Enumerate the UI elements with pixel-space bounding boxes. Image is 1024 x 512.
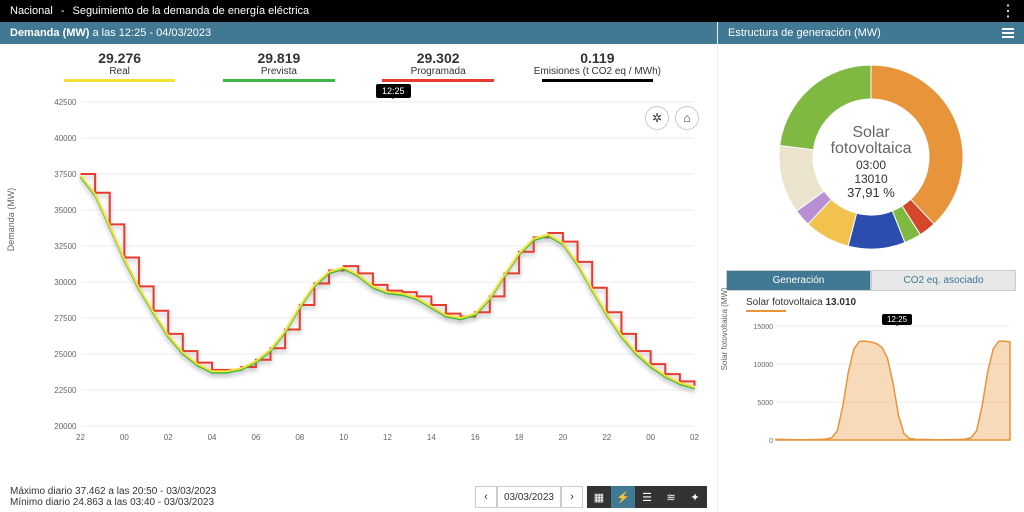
tool-chart[interactable]: ⚡ bbox=[611, 486, 635, 508]
left-panel: Demanda (MW) a las 12:25 - 04/03/2023 29… bbox=[0, 22, 718, 512]
tool-map[interactable]: ✦ bbox=[683, 486, 707, 508]
topbar-nacional[interactable]: Nacional bbox=[10, 5, 53, 17]
legend-item[interactable]: 29.819Prevista bbox=[199, 50, 358, 82]
svg-text:10: 10 bbox=[339, 433, 348, 442]
svg-text:08: 08 bbox=[295, 433, 304, 442]
svg-text:fotovoltaica: fotovoltaica bbox=[831, 140, 912, 157]
svg-text:40000: 40000 bbox=[54, 134, 77, 143]
date-next[interactable]: › bbox=[561, 486, 583, 508]
demand-header: Demanda (MW) a las 12:25 - 04/03/2023 bbox=[0, 22, 717, 44]
svg-text:03:00: 03:00 bbox=[856, 158, 886, 172]
svg-text:37500: 37500 bbox=[54, 170, 77, 179]
min-daily: Mínimo diario 24.863 a las 03:40 - 03/03… bbox=[10, 497, 216, 508]
svg-text:02: 02 bbox=[164, 433, 173, 442]
svg-text:02: 02 bbox=[690, 433, 699, 442]
tab-generacion[interactable]: Generación bbox=[726, 270, 871, 291]
tabs: Generación CO2 eq. asociado bbox=[726, 270, 1016, 291]
svg-text:25000: 25000 bbox=[54, 350, 77, 359]
svg-text:18: 18 bbox=[515, 433, 524, 442]
svg-text:14: 14 bbox=[427, 433, 436, 442]
donut-wrap: Solarfotovoltaica03:001301037,91 % bbox=[718, 44, 1024, 266]
svg-text:22: 22 bbox=[602, 433, 611, 442]
svg-text:35000: 35000 bbox=[54, 206, 77, 215]
tool-table[interactable]: ☰ bbox=[635, 486, 659, 508]
topbar-sep: - bbox=[61, 5, 65, 17]
max-daily: Máximo diario 37.462 a las 20:50 - 03/03… bbox=[10, 486, 216, 497]
svg-text:5000: 5000 bbox=[757, 400, 773, 407]
mini-ylabel: Solar fotovoltaica (MW) bbox=[720, 287, 729, 370]
bottom-info: Máximo diario 37.462 a las 20:50 - 03/03… bbox=[0, 484, 717, 512]
mini-time-badge: 12:25 bbox=[882, 314, 912, 325]
main-ylabel: Demanda (MW) bbox=[6, 188, 16, 252]
date-box[interactable]: 03/03/2023 bbox=[497, 486, 561, 508]
wind-icon[interactable]: ✲ bbox=[645, 106, 669, 130]
svg-text:12: 12 bbox=[383, 433, 392, 442]
svg-text:06: 06 bbox=[251, 433, 260, 442]
mini-chart-wrap: 12:25 Solar fotovoltaica (MW) 0500010000… bbox=[718, 312, 1024, 512]
svg-text:04: 04 bbox=[208, 433, 217, 442]
more-icon[interactable]: ⋮ bbox=[1000, 1, 1014, 21]
svg-text:20000: 20000 bbox=[54, 422, 77, 431]
svg-text:30000: 30000 bbox=[54, 278, 77, 287]
demand-header-bold: Demanda (MW) bbox=[10, 27, 89, 39]
legend-row: 29.276Real29.819Prevista29.302Programada… bbox=[0, 44, 717, 82]
time-badge: 12:25 bbox=[376, 84, 411, 98]
date-prev[interactable]: ‹ bbox=[475, 486, 497, 508]
mini-legend-value: 13.010 bbox=[826, 297, 857, 308]
donut-chart[interactable]: Solarfotovoltaica03:001301037,91 % bbox=[766, 52, 976, 262]
tab-co2[interactable]: CO2 eq. asociado bbox=[871, 270, 1016, 291]
structure-header: Estructura de generación (MW) bbox=[718, 22, 1024, 44]
svg-text:27500: 27500 bbox=[54, 314, 77, 323]
mini-chart: 0 5000 10000 15000 bbox=[746, 312, 1016, 452]
svg-text:0: 0 bbox=[769, 438, 773, 445]
demand-header-rest: a las 12:25 - 04/03/2023 bbox=[89, 27, 211, 39]
svg-text:00: 00 bbox=[646, 433, 655, 442]
list-icon[interactable] bbox=[1002, 26, 1014, 40]
svg-text:32500: 32500 bbox=[54, 242, 77, 251]
svg-text:00: 00 bbox=[120, 433, 129, 442]
svg-text:16: 16 bbox=[471, 433, 480, 442]
svg-text:37,91 %: 37,91 % bbox=[847, 185, 895, 200]
topbar: Nacional - Seguimiento de la demanda de … bbox=[0, 0, 1024, 22]
tool-layers[interactable]: ≋ bbox=[659, 486, 683, 508]
right-panel: Estructura de generación (MW) Solarfotov… bbox=[718, 22, 1024, 512]
topbar-title: Seguimiento de la demanda de energía elé… bbox=[72, 5, 309, 17]
main-chart: 20000 22500 25000 27500 30000 32500 35000 37500… bbox=[40, 86, 709, 446]
svg-text:22500: 22500 bbox=[54, 386, 77, 395]
svg-text:22: 22 bbox=[76, 433, 85, 442]
svg-text:42500: 42500 bbox=[54, 98, 77, 107]
main-chart-wrap: 12:25 ✲ ⌂ Demanda (MW) 20000 22500 25000 27… bbox=[0, 82, 717, 484]
structure-title: Estructura de generación (MW) bbox=[728, 27, 881, 39]
tool-calendar[interactable]: ▦ bbox=[587, 486, 611, 508]
svg-text:Solar: Solar bbox=[852, 124, 890, 141]
svg-text:13010: 13010 bbox=[854, 172, 888, 186]
legend-item[interactable]: 29.302Programada bbox=[359, 50, 518, 82]
mini-legend-label: Solar fotovoltaica bbox=[746, 297, 823, 308]
svg-text:10000: 10000 bbox=[754, 362, 774, 369]
svg-text:20: 20 bbox=[558, 433, 567, 442]
legend-item[interactable]: 29.276Real bbox=[40, 50, 199, 82]
legend-item[interactable]: 0.119Emisiones (t CO2 eq / MWh) bbox=[518, 50, 677, 82]
svg-text:15000: 15000 bbox=[754, 324, 774, 331]
factory-icon[interactable]: ⌂ bbox=[675, 106, 699, 130]
mini-legend: Solar fotovoltaica 13.010 bbox=[718, 291, 1024, 312]
